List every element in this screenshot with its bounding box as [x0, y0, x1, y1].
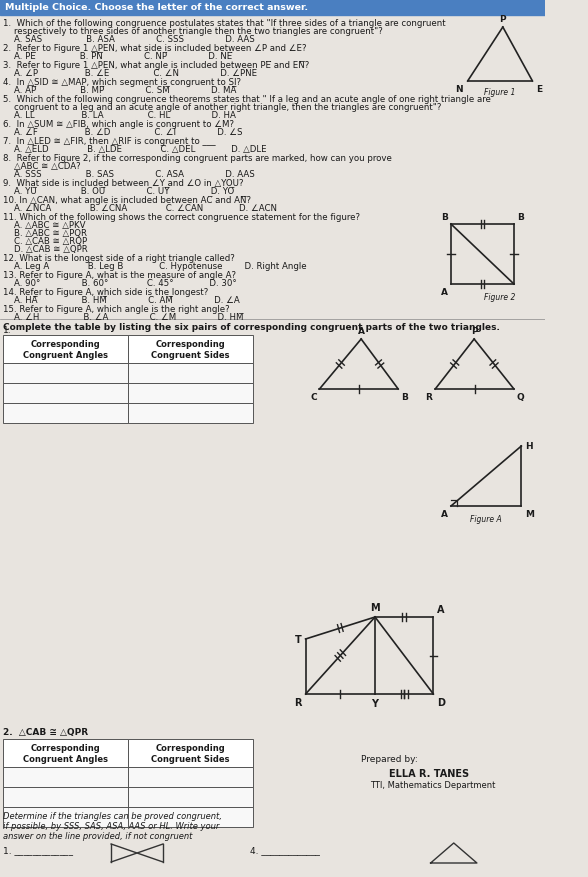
- Text: 15. Refer to Figure A, which angle is the right angle?: 15. Refer to Figure A, which angle is th…: [3, 304, 229, 314]
- Text: ELLA R. TANES: ELLA R. TANES: [389, 768, 469, 778]
- Text: E: E: [536, 85, 542, 94]
- Text: Prepared by:: Prepared by:: [361, 754, 418, 763]
- Text: 6.  In △SUM ≅ △FIB, which angle is congruent to ∠M?: 6. In △SUM ≅ △FIB, which angle is congru…: [3, 120, 234, 129]
- Text: A. SAS                B. ASA               C. SSS               D. AAS: A. SAS B. ASA C. SSS D. AAS: [3, 35, 255, 44]
- Text: Corresponding
Congruent Angles: Corresponding Congruent Angles: [23, 340, 108, 360]
- Text: D: D: [437, 697, 445, 707]
- Text: TTI, Mathematics Department: TTI, Mathematics Department: [370, 781, 496, 789]
- Text: C. △CAB ≅ △RQP: C. △CAB ≅ △RQP: [3, 237, 87, 246]
- Text: Figure 1: Figure 1: [485, 88, 516, 96]
- Bar: [3, 364, 128, 383]
- Text: Corresponding
Congruent Sides: Corresponding Congruent Sides: [151, 340, 229, 360]
- Bar: [128, 403, 253, 424]
- Text: respectively to three sides of another triangle then the two triangles are congr: respectively to three sides of another t…: [3, 27, 383, 36]
- Text: 13. Refer to Figure A, what is the measure of angle A?: 13. Refer to Figure A, what is the measu…: [3, 271, 236, 280]
- Text: A. PE̅                B. PN̅               C. NP̅               D. NE̅: A. PE̅ B. PN̅ C. NP̅ D. NE̅: [3, 52, 232, 61]
- Text: C: C: [310, 393, 317, 402]
- Text: △ABC ≅ △CDA?: △ABC ≅ △CDA?: [3, 162, 81, 171]
- Bar: [128, 336, 253, 364]
- Text: A. ∠F                 B. ∠D                C. ∠I               D. ∠S: A. ∠F B. ∠D C. ∠I D. ∠S: [3, 128, 242, 137]
- Text: if possible, by SSS, SAS, ASA, AAS or HL. Write your: if possible, by SSS, SAS, ASA, AAS or HL…: [3, 821, 219, 830]
- Text: A. ∠NCA              B. ∠CNA              C. ∠CAN             D. ∠ACN: A. ∠NCA B. ∠CNA C. ∠CAN D. ∠ACN: [3, 203, 277, 213]
- Text: 1.: 1.: [3, 325, 11, 335]
- Bar: [3, 807, 128, 827]
- Text: A. YU̅                B. OU̅               C. UY̅               D. YO̅: A. YU̅ B. OU̅ C. UY̅ D. YO̅: [3, 187, 234, 196]
- Text: 8.  Refer to Figure 2, if the corresponding congruent parts are marked, how can : 8. Refer to Figure 2, if the correspondi…: [3, 153, 392, 163]
- Bar: [128, 767, 253, 787]
- Bar: [128, 383, 253, 403]
- Text: 12. What is the longest side of a right triangle called?: 12. What is the longest side of a right …: [3, 253, 235, 263]
- Text: A: A: [437, 604, 445, 614]
- Text: A. LL                 B. LA                C. HL               D. HA: A. LL B. LA C. HL D. HA: [3, 111, 236, 120]
- Text: A. ∠P                 B. ∠E                C. ∠N               D. ∠PNE: A. ∠P B. ∠E C. ∠N D. ∠PNE: [3, 69, 257, 78]
- Text: Figure A: Figure A: [470, 515, 502, 524]
- Text: D. △CAB ≅ △QPR: D. △CAB ≅ △QPR: [3, 245, 88, 253]
- Text: M: M: [525, 510, 534, 518]
- Bar: [3, 739, 128, 767]
- Text: A. SSS                B. SAS               C. ASA               D. AAS: A. SSS B. SAS C. ASA D. AAS: [3, 170, 255, 179]
- Text: M: M: [370, 602, 380, 612]
- Bar: [128, 807, 253, 827]
- Bar: [3, 767, 128, 787]
- Text: 3.  Refer to Figure 1 △PEN, what angle is included between PE̅ and EN̅?: 3. Refer to Figure 1 △PEN, what angle is…: [3, 61, 309, 70]
- Text: A. Leg A              B. Leg B             C. Hypotenuse        D. Right Angle: A. Leg A B. Leg B C. Hypotenuse D. Right…: [3, 261, 306, 271]
- Text: Q: Q: [517, 393, 524, 402]
- Bar: [3, 403, 128, 424]
- Text: P: P: [500, 15, 506, 24]
- Text: B. △ABC ≅ △PQR: B. △ABC ≅ △PQR: [3, 229, 87, 238]
- Text: 5.  Which of the following congruence theorems states that " If a leg and an acu: 5. Which of the following congruence the…: [3, 95, 490, 103]
- Text: 1. _____________: 1. _____________: [3, 845, 73, 854]
- Text: Corresponding
Congruent Angles: Corresponding Congruent Angles: [23, 744, 108, 763]
- Text: B: B: [401, 393, 408, 402]
- Text: Corresponding
Congruent Sides: Corresponding Congruent Sides: [151, 744, 229, 763]
- Text: 4. _____________: 4. _____________: [250, 845, 320, 854]
- Bar: [3, 336, 128, 364]
- Text: Multiple Choice. Choose the letter of the correct answer.: Multiple Choice. Choose the letter of th…: [5, 4, 308, 12]
- Text: 11. Which of the following shows the correct congruence statement for the figure: 11. Which of the following shows the cor…: [3, 213, 360, 222]
- Text: 9.  What side is included between ∠Y and ∠O in △YOU?: 9. What side is included between ∠Y and …: [3, 179, 243, 188]
- Text: A: A: [441, 288, 448, 296]
- Bar: [128, 787, 253, 807]
- Text: 10. In △CAN, what angle is included between AC̅ and AN̅?: 10. In △CAN, what angle is included betw…: [3, 196, 250, 204]
- Text: A. 90°               B. 60°              C. 45°             D. 30°: A. 90° B. 60° C. 45° D. 30°: [3, 279, 236, 288]
- Text: A. △ABC ≅ △PKV: A. △ABC ≅ △PKV: [3, 221, 85, 230]
- Text: P: P: [471, 326, 477, 336]
- Text: B: B: [442, 213, 448, 222]
- Text: R: R: [295, 697, 302, 707]
- Text: 4.  In △SID ≅ △MAP, which segment is congruent to SI?: 4. In △SID ≅ △MAP, which segment is cong…: [3, 78, 240, 87]
- Text: Determine if the triangles can be proved congruent,: Determine if the triangles can be proved…: [3, 811, 222, 820]
- Text: A: A: [441, 510, 448, 518]
- Text: A. ∠H                B. ∠A               C. ∠M               D. HM̅: A. ∠H B. ∠A C. ∠M D. HM̅: [3, 312, 243, 322]
- Text: Figure 2: Figure 2: [485, 293, 516, 302]
- Text: answer on the line provided, if not congruent: answer on the line provided, if not cong…: [3, 831, 192, 840]
- Text: N: N: [455, 85, 463, 94]
- Text: A. AP̅                B. MP̅               C. SM̅               D. MA̅: A. AP̅ B. MP̅ C. SM̅ D. MA̅: [3, 86, 236, 95]
- Bar: [0, 0, 544, 16]
- Bar: [3, 383, 128, 403]
- Text: Complete the table by listing the six pairs of corresponding congruent parts of : Complete the table by listing the six pa…: [3, 323, 500, 332]
- Text: congruent to a leg and an acute angle of another right triangle, then the triang: congruent to a leg and an acute angle of…: [3, 103, 441, 112]
- Text: B: B: [517, 213, 523, 222]
- Text: 7.  In △LED ≅ △FIR, then △RIF is congruent to ___: 7. In △LED ≅ △FIR, then △RIF is congruen…: [3, 137, 215, 146]
- Text: A. HA̅                B. HM̅               C. AM̅               D. ∠A: A. HA̅ B. HM̅ C. AM̅ D. ∠A: [3, 296, 239, 304]
- Text: A: A: [358, 326, 365, 336]
- Bar: [3, 787, 128, 807]
- Text: R: R: [426, 393, 432, 402]
- Text: A. △ELD              B. △LDE              C. △DEL             D. △DLE: A. △ELD B. △LDE C. △DEL D. △DLE: [3, 145, 266, 153]
- Text: 14. Refer to Figure A, which side is the longest?: 14. Refer to Figure A, which side is the…: [3, 288, 208, 296]
- Bar: [128, 739, 253, 767]
- Text: T: T: [295, 634, 302, 645]
- Bar: [128, 364, 253, 383]
- Text: Y: Y: [372, 698, 379, 709]
- Text: 2.  △CAB ≅ △QPR: 2. △CAB ≅ △QPR: [3, 727, 88, 736]
- Text: 2.  Refer to Figure 1 △PEN, what side is included between ∠P and ∠E?: 2. Refer to Figure 1 △PEN, what side is …: [3, 44, 306, 53]
- Text: H: H: [525, 442, 533, 451]
- Text: 1.  Which of the following congruence postulates states that "If three sides of : 1. Which of the following congruence pos…: [3, 19, 445, 28]
